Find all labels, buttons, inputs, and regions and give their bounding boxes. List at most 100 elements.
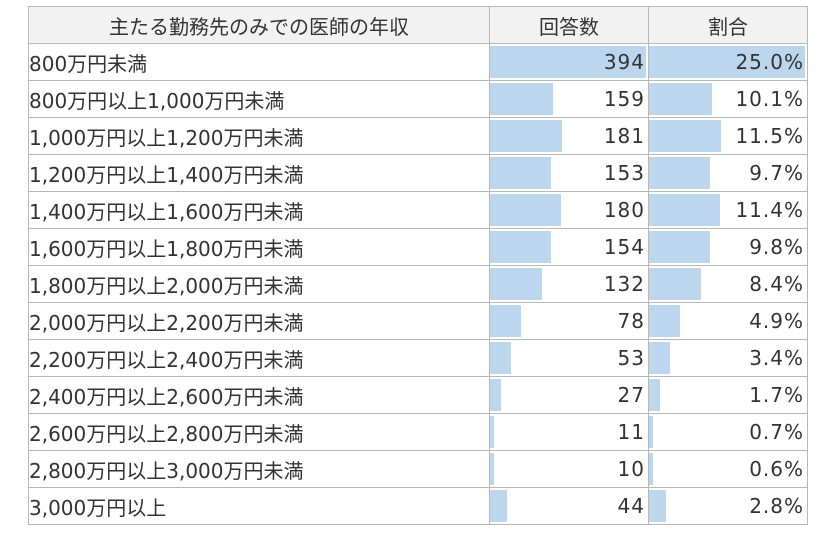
table-row: 1,600万円以上1,800万円未満 154 9.8% <box>28 228 808 266</box>
ratio-bar <box>649 305 680 337</box>
count-cell: 78 <box>489 302 649 340</box>
count-cell: 44 <box>489 487 649 525</box>
count-value: 181 <box>603 124 645 148</box>
count-cell: 159 <box>489 80 649 118</box>
income-range-label: 2,000万円以上2,200万円未満 <box>28 302 490 340</box>
ratio-cell: 11.4% <box>648 191 808 229</box>
table-row: 2,200万円以上2,400万円未満 53 3.4% <box>28 339 808 377</box>
ratio-value: 11.4% <box>735 198 804 222</box>
income-range-label: 2,600万円以上2,800万円未満 <box>28 413 490 451</box>
ratio-value: 25.0% <box>735 50 804 74</box>
income-range-label: 2,400万円以上2,600万円未満 <box>28 376 490 414</box>
count-value: 44 <box>617 494 645 518</box>
income-table: 主たる勤務先のみでの医師の年収 回答数 割合 800万円未満 394 25.0% 80… <box>28 6 808 525</box>
ratio-value: 0.6% <box>749 457 804 481</box>
table-row: 1,800万円以上2,000万円未満 132 8.4% <box>28 265 808 303</box>
count-cell: 53 <box>489 339 649 377</box>
income-range-label: 2,200万円以上2,400万円未満 <box>28 339 490 377</box>
count-bar <box>490 46 646 78</box>
ratio-value: 3.4% <box>749 346 804 370</box>
ratio-cell: 1.7% <box>648 376 808 414</box>
count-value: 10 <box>617 457 645 481</box>
count-cell: 181 <box>489 117 649 155</box>
ratio-cell: 9.7% <box>648 154 808 192</box>
ratio-value: 1.7% <box>749 383 804 407</box>
count-value: 132 <box>603 272 645 296</box>
ratio-value: 8.4% <box>749 272 804 296</box>
ratio-value: 4.9% <box>749 309 804 333</box>
count-bar <box>490 342 511 374</box>
table-row: 2,600万円以上2,800万円未満 11 0.7% <box>28 413 808 451</box>
ratio-cell: 0.6% <box>648 450 808 488</box>
income-range-label: 800万円以上1,000万円未満 <box>28 80 490 118</box>
table-row: 2,400万円以上2,600万円未満 27 1.7% <box>28 376 808 414</box>
ratio-bar <box>649 83 712 115</box>
table-row: 1,400万円以上1,600万円未満 180 11.4% <box>28 191 808 229</box>
ratio-value: 0.7% <box>749 420 804 444</box>
ratio-cell: 3.4% <box>648 339 808 377</box>
ratio-cell: 2.8% <box>648 487 808 525</box>
ratio-value: 11.5% <box>735 124 804 148</box>
count-cell: 153 <box>489 154 649 192</box>
table-row: 2,800万円以上3,000万円未満 10 0.6% <box>28 450 808 488</box>
ratio-value: 10.1% <box>735 87 804 111</box>
count-value: 53 <box>617 346 645 370</box>
count-value: 153 <box>603 161 645 185</box>
table-body: 800万円未満 394 25.0% 800万円以上1,000万円未満 159 10.1% 1… <box>28 43 808 525</box>
table-row: 3,000万円以上 44 2.8% <box>28 487 808 525</box>
count-value: 180 <box>603 198 645 222</box>
count-cell: 132 <box>489 265 649 303</box>
count-bar <box>490 157 551 189</box>
ratio-cell: 11.5% <box>648 117 808 155</box>
count-cell: 11 <box>489 413 649 451</box>
count-value: 27 <box>617 383 645 407</box>
count-value: 78 <box>617 309 645 333</box>
count-value: 159 <box>603 87 645 111</box>
count-bar <box>490 268 542 300</box>
ratio-bar <box>649 379 660 411</box>
count-cell: 154 <box>489 228 649 266</box>
ratio-bar <box>649 453 653 485</box>
count-cell: 394 <box>489 43 649 81</box>
ratio-bar <box>649 120 721 152</box>
header-ratio: 割合 <box>648 6 808 44</box>
count-bar <box>490 194 561 226</box>
income-range-label: 2,800万円以上3,000万円未満 <box>28 450 490 488</box>
ratio-bar <box>649 342 670 374</box>
count-bar <box>490 305 521 337</box>
count-cell: 180 <box>489 191 649 229</box>
ratio-bar <box>649 194 720 226</box>
count-cell: 27 <box>489 376 649 414</box>
income-range-label: 1,200万円以上1,400万円未満 <box>28 154 490 192</box>
header-income: 主たる勤務先のみでの医師の年収 <box>28 6 490 44</box>
income-range-label: 3,000万円以上 <box>28 487 490 525</box>
table-row: 800万円以上1,000万円未満 159 10.1% <box>28 80 808 118</box>
ratio-bar <box>649 490 666 522</box>
count-bar <box>490 379 501 411</box>
income-range-label: 800万円未満 <box>28 43 490 81</box>
income-range-label: 1,600万円以上1,800万円未満 <box>28 228 490 266</box>
ratio-cell: 10.1% <box>648 80 808 118</box>
income-range-label: 1,400万円以上1,600万円未満 <box>28 191 490 229</box>
income-range-label: 1,800万円以上2,000万円未満 <box>28 265 490 303</box>
ratio-bar <box>649 416 653 448</box>
table-row: 1,200万円以上1,400万円未満 153 9.7% <box>28 154 808 192</box>
table-row: 1,000万円以上1,200万円未満 181 11.5% <box>28 117 808 155</box>
count-bar <box>490 120 562 152</box>
count-value: 394 <box>603 50 645 74</box>
table-row: 2,000万円以上2,200万円未満 78 4.9% <box>28 302 808 340</box>
ratio-value: 9.7% <box>749 161 804 185</box>
ratio-cell: 25.0% <box>648 43 808 81</box>
ratio-cell: 4.9% <box>648 302 808 340</box>
count-cell: 10 <box>489 450 649 488</box>
count-value: 154 <box>603 235 645 259</box>
ratio-value: 2.8% <box>749 494 804 518</box>
ratio-cell: 9.8% <box>648 228 808 266</box>
count-bar <box>490 490 507 522</box>
table-row: 800万円未満 394 25.0% <box>28 43 808 81</box>
count-value: 11 <box>617 420 645 444</box>
ratio-cell: 8.4% <box>648 265 808 303</box>
ratio-bar <box>649 231 710 263</box>
table-header: 主たる勤務先のみでの医師の年収 回答数 割合 <box>28 6 808 44</box>
count-bar <box>490 453 494 485</box>
